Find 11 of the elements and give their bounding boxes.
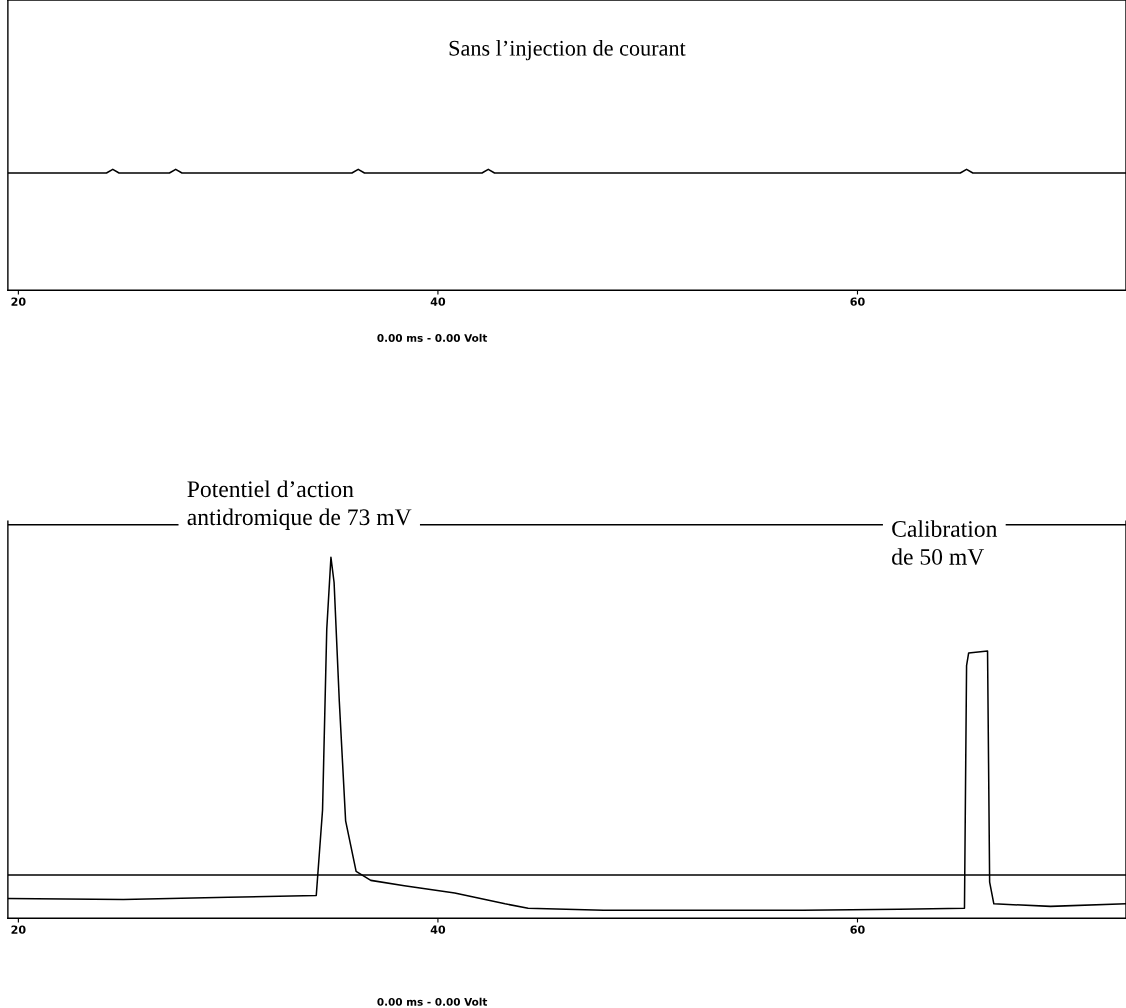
x-tick-label: 40 <box>430 925 446 934</box>
text: Potentiel d’action antidromique de 73 mV <box>187 480 412 530</box>
annotation: Calibration de 50 mV <box>892 520 998 565</box>
text: 0.00 ms - 0.00 Volt <box>377 333 488 342</box>
x-tick-label: 60 <box>850 925 865 934</box>
x-tick-label: 20 <box>11 297 26 306</box>
x-tick-label: 20 <box>11 925 26 934</box>
x-tick-label: 40 <box>430 297 446 306</box>
text: 0.00 ms - 0.00 Volt <box>377 997 488 1006</box>
x-tick-label: 60 <box>850 297 865 306</box>
chart-title: Sans l’injection de courant <box>449 40 686 61</box>
